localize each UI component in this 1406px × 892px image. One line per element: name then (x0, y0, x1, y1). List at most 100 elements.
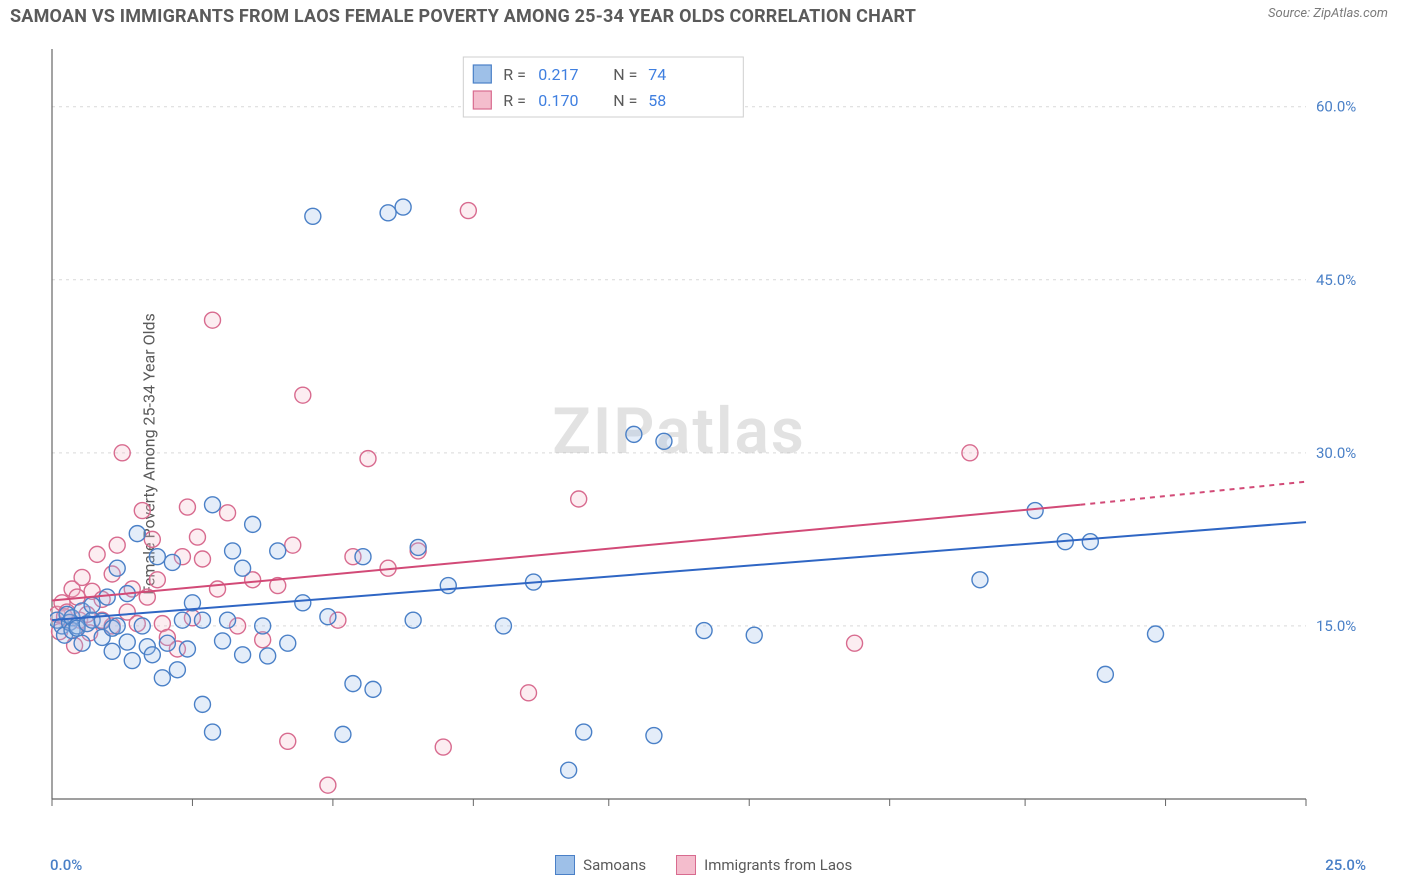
samoans-point (345, 676, 361, 692)
samoans-point (365, 681, 381, 697)
samoans-point (74, 635, 90, 651)
samoans-point (305, 208, 321, 224)
samoans-point (164, 554, 180, 570)
samoans-point (295, 595, 311, 611)
samoans-point (395, 199, 411, 215)
laos-point (280, 733, 296, 749)
laos-point (179, 499, 195, 515)
y-tick-label: 30.0% (1316, 444, 1356, 462)
laos-point (189, 529, 205, 545)
laos-point (144, 531, 160, 547)
plot-area: Female Poverty Among 25-34 Year Olds 15.… (0, 29, 1406, 879)
laos-point (210, 581, 226, 597)
laos-point (460, 203, 476, 219)
legend-swatch (676, 855, 696, 875)
samoans-point (255, 618, 271, 634)
laos-point (109, 537, 125, 553)
samoans-point (280, 635, 296, 651)
laos-point (521, 685, 537, 701)
laos-point (205, 312, 221, 328)
samoans-point (205, 724, 221, 740)
laos-point (74, 569, 90, 585)
samoans-point (99, 589, 115, 605)
samoans-point (410, 539, 426, 555)
samoans-point (440, 578, 456, 594)
samoans-point (154, 670, 170, 686)
laos-point (194, 551, 210, 567)
samoans-point (1082, 534, 1098, 550)
samoans-point (149, 549, 165, 565)
laos-point (571, 491, 587, 507)
laos-trendline-extrap (1080, 482, 1306, 505)
y-tick-label: 60.0% (1316, 98, 1356, 116)
laos-point (360, 451, 376, 467)
samoans-point (656, 433, 672, 449)
legend-n-value: 74 (648, 65, 666, 84)
samoans-point (1027, 503, 1043, 519)
series-legend: SamoansImmigrants from Laos (555, 855, 852, 875)
samoans-point (194, 696, 210, 712)
samoans-point (1148, 626, 1164, 642)
source-label: Source: ZipAtlas.com (1268, 6, 1388, 21)
laos-point (220, 505, 236, 521)
x-tick-label-min: 0.0% (50, 856, 82, 874)
legend-r-value: 0.170 (538, 91, 578, 110)
legend-label: Immigrants from Laos (704, 856, 852, 874)
legend-r-value: 0.217 (538, 65, 578, 84)
samoans-point (576, 724, 592, 740)
watermark: ZIPatlas (552, 394, 806, 469)
legend-n-label: N = (613, 91, 637, 110)
samoans-point (109, 618, 125, 634)
samoans-point (129, 526, 145, 542)
legend-n-label: N = (613, 65, 637, 84)
samoans-point (972, 572, 988, 588)
laos-point (149, 572, 165, 588)
laos-point (962, 445, 978, 461)
samoans-point (270, 543, 286, 559)
scatter-plot: 15.0%30.0%45.0%60.0%ZIPatlasR =0.217N =7… (50, 39, 1366, 829)
samoans-point (215, 633, 231, 649)
laos-point (285, 537, 301, 553)
laos-point (134, 503, 150, 519)
samoans-point (235, 560, 251, 576)
title-bar: SAMOAN VS IMMIGRANTS FROM LAOS FEMALE PO… (0, 0, 1406, 29)
samoans-point (626, 426, 642, 442)
samoans-point (495, 618, 511, 634)
samoans-point (696, 623, 712, 639)
samoans-point (119, 634, 135, 650)
legend-r-label: R = (503, 65, 526, 84)
y-tick-label: 15.0% (1316, 617, 1356, 635)
legend-n-value: 58 (648, 91, 666, 110)
samoans-point (134, 618, 150, 634)
x-tick-label-max: 25.0% (1325, 856, 1366, 874)
samoans-point (179, 641, 195, 657)
samoans-point (380, 205, 396, 221)
samoans-point (109, 560, 125, 576)
samoans-point (124, 653, 140, 669)
legend-r-label: R = (503, 91, 526, 110)
samoans-point (320, 609, 336, 625)
legend-item: Immigrants from Laos (676, 855, 852, 875)
chart-title: SAMOAN VS IMMIGRANTS FROM LAOS FEMALE PO… (10, 6, 916, 27)
samoans-point (561, 762, 577, 778)
samoans-point (205, 497, 221, 513)
samoans-point (260, 648, 276, 664)
samoans-point (235, 647, 251, 663)
samoans-point (405, 612, 421, 628)
laos-point (320, 777, 336, 793)
laos-point (847, 635, 863, 651)
legend-swatch (473, 91, 491, 109)
samoans-point (174, 612, 190, 628)
samoans-point (355, 549, 371, 565)
samoans-point (335, 726, 351, 742)
samoans-point (194, 612, 210, 628)
samoans-point (746, 627, 762, 643)
samoans-point (220, 612, 236, 628)
laos-point (295, 387, 311, 403)
laos-point (435, 739, 451, 755)
legend-swatch (473, 65, 491, 83)
samoans-point (159, 635, 175, 651)
samoans-point (144, 647, 160, 663)
samoans-point (84, 597, 100, 613)
samoans-point (245, 516, 261, 532)
